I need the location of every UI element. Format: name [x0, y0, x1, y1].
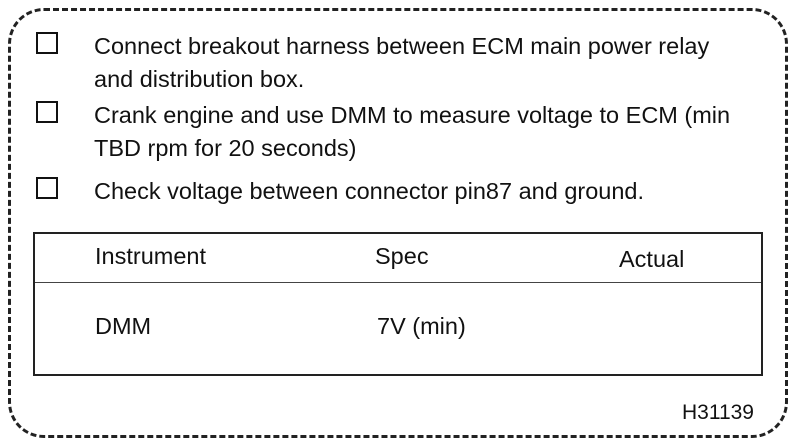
checkbox-step-2[interactable]: [36, 101, 58, 123]
column-header-actual: Actual: [619, 246, 685, 272]
checklist-item-3-text: Check voltage between connector pin87 an…: [94, 178, 645, 204]
table-cell-spec: 7V (min): [377, 313, 466, 339]
figure-id: H31139: [681, 401, 754, 424]
checkbox-step-3[interactable]: [36, 177, 58, 199]
table-cell-instrument: DMM: [95, 313, 152, 339]
spec-table: Instrument Spec Actual DMM 7V (min): [33, 232, 763, 376]
dashed-card-border: [8, 8, 788, 438]
column-header-spec: Spec: [375, 243, 429, 269]
column-header-instrument: Instrument: [95, 243, 207, 269]
table-header-divider: [35, 282, 761, 283]
checklist-item-2-text: Crank engine and use DMM to measure volt…: [94, 102, 731, 161]
checklist-item-1-text: Connect breakout harness between ECM mai…: [94, 33, 710, 92]
checkbox-step-1[interactable]: [36, 32, 58, 54]
